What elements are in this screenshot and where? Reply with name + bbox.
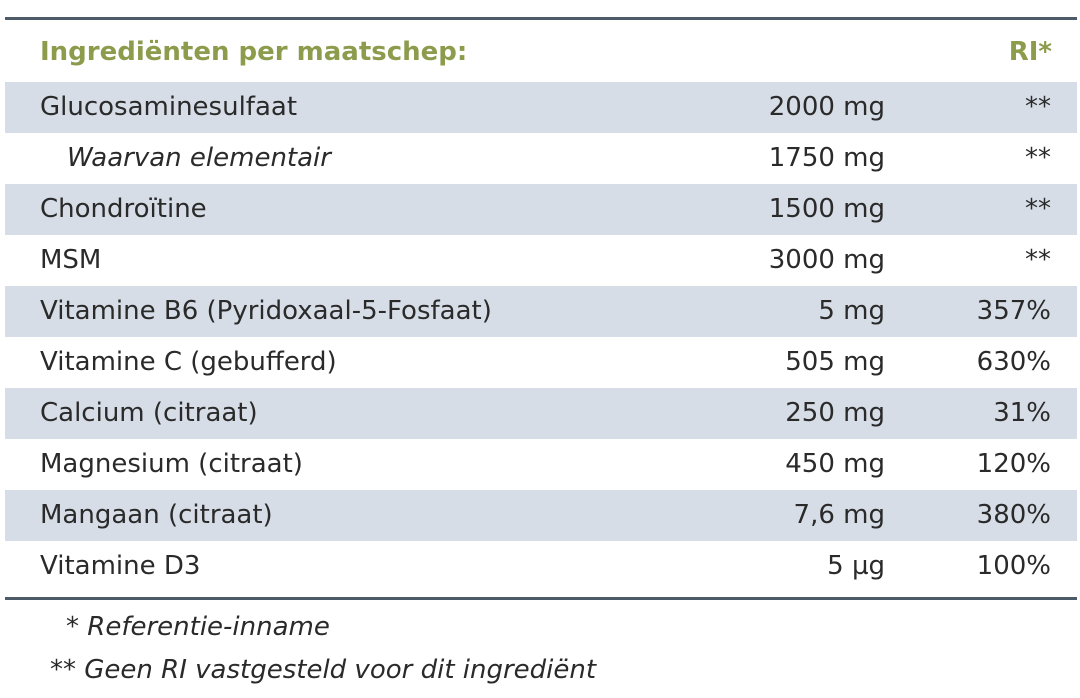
table-row: Chondroïtine 1500 mg ** bbox=[5, 184, 1077, 235]
ri-value: 357% bbox=[976, 296, 1051, 326]
table-row: Waarvan elementair 1750 mg ** bbox=[5, 133, 1077, 184]
ri-value: 120% bbox=[976, 449, 1051, 479]
table-row: Vitamine C (gebufferd) 505 mg 630% bbox=[5, 337, 1077, 388]
ingredient-name: MSM bbox=[40, 245, 102, 275]
amount: 5 mg bbox=[818, 296, 885, 326]
top-rule bbox=[5, 17, 1077, 20]
ingredient-name: Glucosaminesulfaat bbox=[40, 92, 298, 122]
ri-value: 630% bbox=[976, 347, 1051, 377]
header-ri: RI* bbox=[1008, 37, 1052, 67]
table-row: Vitamine D3 5 µg 100% bbox=[5, 541, 1077, 592]
ri-value: 31% bbox=[993, 398, 1051, 428]
footnote: * Referentie-inname bbox=[66, 612, 330, 642]
ingredient-name: Calcium (citraat) bbox=[40, 398, 258, 428]
table-row: Mangaan (citraat) 7,6 mg 380% bbox=[5, 490, 1077, 541]
table-row: Calcium (citraat) 250 mg 31% bbox=[5, 388, 1077, 439]
ingredient-name: Mangaan (citraat) bbox=[40, 500, 273, 530]
ingredient-name: Vitamine B6 (Pyridoxaal-5-Fosfaat) bbox=[40, 296, 492, 326]
table-row: Magnesium (citraat) 450 mg 120% bbox=[5, 439, 1077, 490]
ingredient-name: Waarvan elementair bbox=[67, 143, 331, 173]
header-title: Ingrediënten per maatschep: bbox=[40, 37, 468, 67]
ingredient-name: Chondroïtine bbox=[40, 194, 207, 224]
amount: 505 mg bbox=[785, 347, 885, 377]
ri-value: ** bbox=[1025, 245, 1051, 275]
ri-value: ** bbox=[1025, 143, 1051, 173]
ri-value: ** bbox=[1025, 92, 1051, 122]
amount: 7,6 mg bbox=[793, 500, 885, 530]
amount: 1750 mg bbox=[768, 143, 885, 173]
bottom-rule bbox=[5, 597, 1077, 600]
amount: 5 µg bbox=[827, 551, 885, 581]
ingredient-name: Magnesium (citraat) bbox=[40, 449, 303, 479]
amount: 1500 mg bbox=[768, 194, 885, 224]
amount: 250 mg bbox=[785, 398, 885, 428]
amount: 3000 mg bbox=[768, 245, 885, 275]
ingredient-name: Vitamine D3 bbox=[40, 551, 201, 581]
table-row: Glucosaminesulfaat 2000 mg ** bbox=[5, 82, 1077, 133]
amount: 2000 mg bbox=[768, 92, 885, 122]
ri-value: 380% bbox=[976, 500, 1051, 530]
table-row: Vitamine B6 (Pyridoxaal-5-Fosfaat) 5 mg 35… bbox=[5, 286, 1077, 337]
footnote: ** Geen RI vastgesteld voor dit ingredië… bbox=[50, 655, 597, 685]
table-row: MSM 3000 mg ** bbox=[5, 235, 1077, 286]
ri-value: 100% bbox=[976, 551, 1051, 581]
amount: 450 mg bbox=[785, 449, 885, 479]
ri-value: ** bbox=[1025, 194, 1051, 224]
ingredient-name: Vitamine C (gebufferd) bbox=[40, 347, 337, 377]
